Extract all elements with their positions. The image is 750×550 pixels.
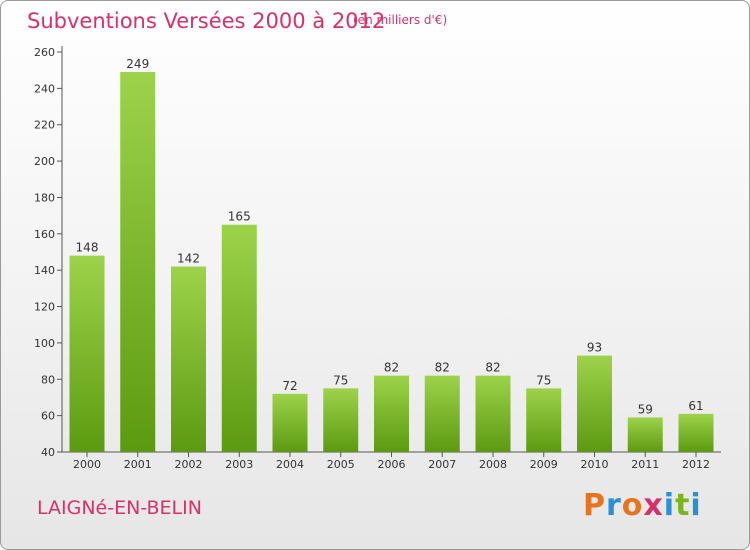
value-label-2011: 59 [638, 402, 653, 416]
brand-letter: x [643, 488, 664, 523]
y-tick-label: 140 [34, 264, 55, 277]
bars [69, 72, 714, 452]
brand-letter: t [675, 488, 691, 523]
value-label-2002: 142 [177, 252, 200, 266]
labels: 148 2000 249 2001 142 2002 165 2003 72 2004 75 2005… [73, 57, 710, 471]
y-tick-label: 100 [34, 337, 55, 350]
x-tick-label-2006: 2006 [378, 458, 406, 471]
y-tick-label: 260 [34, 46, 55, 59]
x-tick-label-2007: 2007 [428, 458, 456, 471]
brand-letter: P [583, 488, 606, 523]
x-tick-label-2003: 2003 [225, 458, 253, 471]
bar-2009 [526, 388, 562, 452]
x-tick-label-2004: 2004 [276, 458, 304, 471]
y-tick-label: 180 [34, 191, 55, 204]
bar-2007 [424, 375, 460, 452]
y-tick-label: 60 [41, 410, 55, 423]
bar-2012 [678, 413, 714, 452]
value-label-2012: 61 [688, 399, 703, 413]
x-tick-label-2011: 2011 [631, 458, 659, 471]
x-tick-label-2000: 2000 [73, 458, 101, 471]
brand-letter: i [690, 488, 702, 523]
y-tick-label: 240 [34, 82, 55, 95]
value-label-2005: 75 [333, 373, 348, 387]
bar-2001 [120, 72, 156, 452]
value-label-2010: 93 [587, 341, 602, 355]
bar-2011 [627, 417, 663, 452]
bar-2002 [171, 266, 206, 452]
y-tick-label: 160 [34, 228, 55, 241]
value-label-2004: 72 [282, 379, 297, 393]
x-tick-label-2005: 2005 [327, 458, 355, 471]
brand-letter: o [621, 488, 644, 523]
chart-title: Subventions Versées 2000 à 2012 [27, 9, 386, 33]
brand-letter: r [606, 488, 622, 523]
value-label-2007: 82 [435, 361, 450, 375]
value-label-2009: 75 [536, 373, 551, 387]
value-label-2003: 165 [228, 210, 251, 224]
bar-2005 [323, 388, 359, 452]
x-tick-label-2002: 2002 [175, 458, 203, 471]
brand-letter: i [663, 488, 676, 523]
commune-name: LAIGNé-EN-BELIN [37, 497, 202, 519]
y-tick-label: 200 [34, 155, 55, 168]
value-label-2008: 82 [485, 361, 500, 375]
x-tick-label-2010: 2010 [581, 458, 609, 471]
x-tick-label-2008: 2008 [479, 458, 507, 471]
y-tick-label: 80 [41, 373, 55, 386]
x-tick-label-2009: 2009 [530, 458, 558, 471]
axes: 40 60 80 100 120 140 160 180 200 220 240 260 [34, 46, 721, 459]
y-tick-label: 120 [34, 301, 55, 314]
x-tick-label-2001: 2001 [124, 458, 152, 471]
bar-2008 [475, 375, 511, 452]
y-tick-label: 220 [34, 119, 55, 132]
value-label-2000: 148 [76, 241, 99, 255]
value-label-2001: 249 [126, 57, 149, 71]
bar-2000 [69, 255, 105, 452]
value-label-2006: 82 [384, 361, 399, 375]
x-tick-label-2012: 2012 [682, 458, 710, 471]
bar-2006 [374, 375, 409, 452]
y-tick-label: 40 [41, 446, 55, 459]
bar-2003 [221, 224, 257, 452]
chart-subtitle: (en milliers d'€) [353, 13, 448, 27]
bar-2004 [272, 393, 308, 452]
brand-logo[interactable]: Proxiti [583, 488, 702, 523]
bar-2010 [577, 355, 612, 452]
